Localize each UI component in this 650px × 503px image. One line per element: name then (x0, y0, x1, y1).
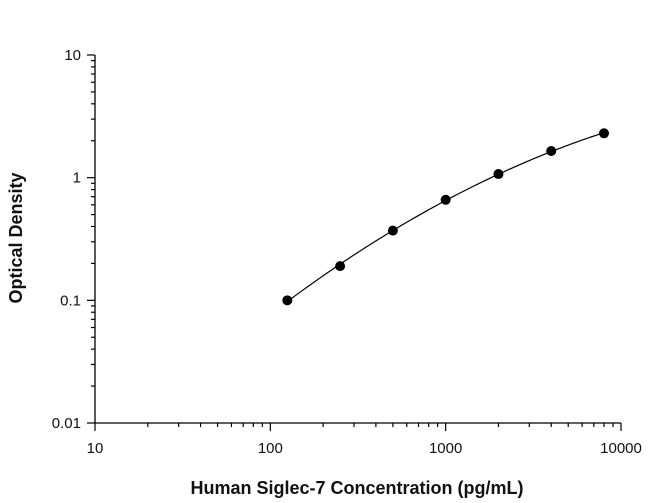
data-point (335, 261, 346, 272)
x-tick-label: 10 (87, 440, 104, 457)
x-tick-label: 10000 (600, 440, 642, 457)
x-axis-title: Human Siglec-7 Concentration (pg/mL) (190, 478, 523, 498)
data-point (440, 194, 451, 205)
y-tick-label: 1 (73, 170, 81, 187)
y-tick-label: 10 (64, 47, 81, 64)
y-axis-title: Optical Density (6, 172, 26, 303)
fit-curve (286, 132, 605, 303)
data-point (387, 225, 398, 236)
x-tick-labels: 10 100 1000 10000 (87, 440, 642, 457)
data-point (599, 128, 610, 139)
y-tick-label: 0.01 (52, 415, 81, 432)
data-point (493, 169, 504, 180)
y-tick-labels: 0.01 0.1 1 10 (52, 47, 81, 432)
data-point (282, 295, 293, 306)
x-tick-label: 100 (258, 440, 283, 457)
data-points (282, 128, 610, 306)
minor-ticks (91, 60, 614, 427)
data-point (546, 145, 557, 156)
major-ticks (87, 54, 622, 431)
y-tick-label: 0.1 (60, 292, 81, 309)
x-tick-label: 1000 (429, 440, 462, 457)
